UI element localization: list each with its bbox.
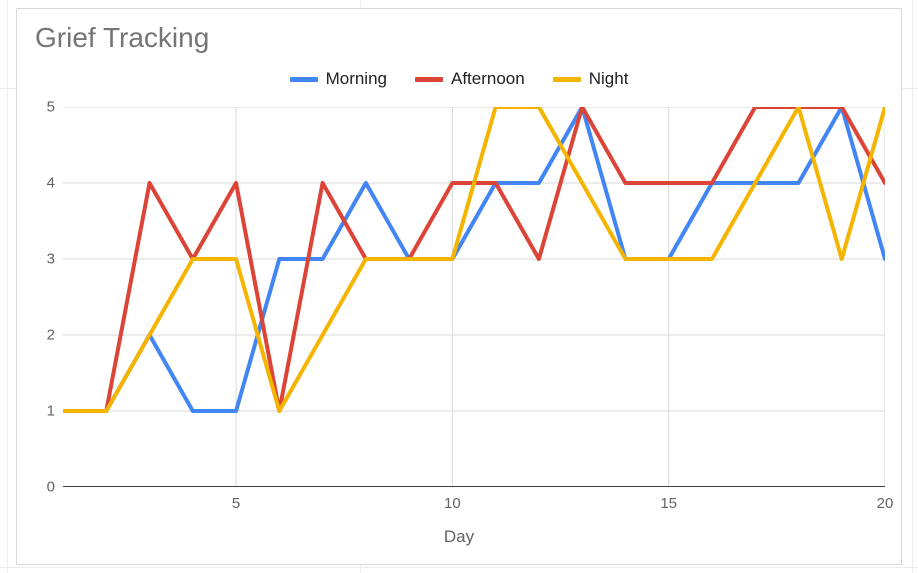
- legend-swatch: [553, 77, 581, 82]
- legend-label: Night: [589, 69, 629, 89]
- legend-item: Night: [553, 69, 629, 89]
- legend-label: Morning: [326, 69, 387, 89]
- legend-item: Morning: [290, 69, 387, 89]
- x-tick-label: 5: [232, 495, 240, 512]
- y-tick-label: 1: [31, 403, 55, 420]
- legend-swatch: [290, 77, 318, 82]
- chart-plot-area: 0123455101520: [63, 107, 885, 487]
- y-tick-label: 3: [31, 251, 55, 268]
- chart-svg: [63, 107, 885, 487]
- legend-label: Afternoon: [451, 69, 525, 89]
- sheet-gridline-vertical: [7, 0, 8, 573]
- chart-legend: Morning Afternoon Night: [17, 69, 901, 89]
- legend-swatch: [415, 77, 443, 82]
- sheet-gridline-horizontal: [0, 567, 918, 568]
- x-tick-label: 15: [660, 495, 677, 512]
- y-tick-label: 2: [31, 327, 55, 344]
- x-axis-title: Day: [17, 527, 901, 547]
- x-tick-label: 20: [877, 495, 894, 512]
- sheet-gridline-vertical: [912, 0, 913, 573]
- x-tick-label: 10: [444, 495, 461, 512]
- y-tick-label: 4: [31, 175, 55, 192]
- chart-card: Grief Tracking MorningAfternoonNight 012…: [16, 8, 902, 565]
- y-tick-label: 0: [31, 479, 55, 496]
- chart-title: Grief Tracking: [35, 23, 209, 54]
- y-tick-label: 5: [31, 99, 55, 116]
- legend-item: Afternoon: [415, 69, 525, 89]
- spreadsheet-background: Grief Tracking MorningAfternoonNight 012…: [0, 0, 918, 573]
